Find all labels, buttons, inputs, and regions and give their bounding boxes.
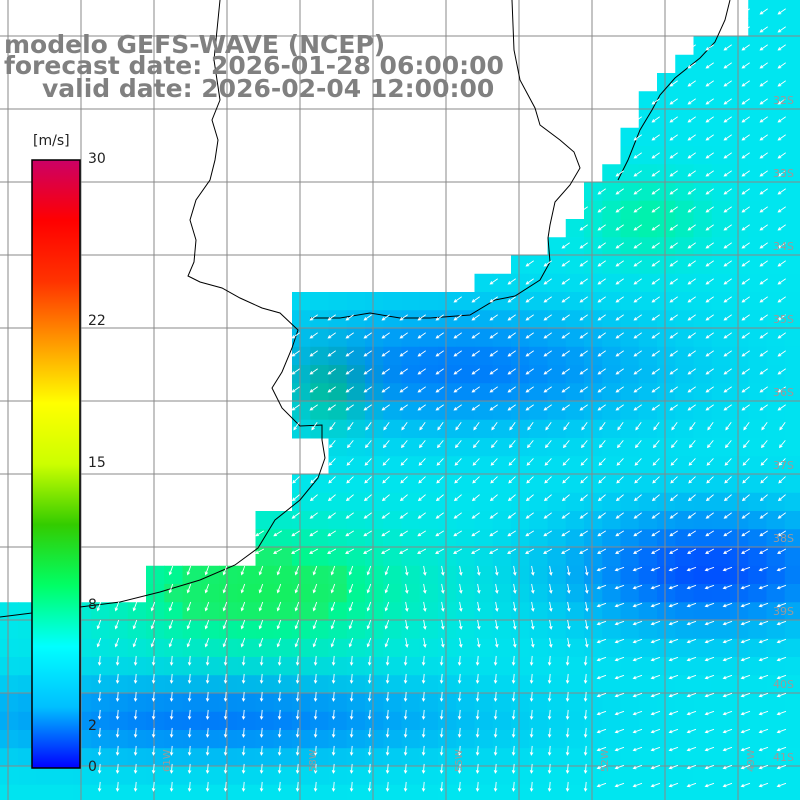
forecast-date: forecast date: 2026-01-28 06:00:00	[4, 51, 504, 80]
longitude-label: 61W	[162, 749, 173, 772]
latitude-label: 37S	[773, 459, 794, 472]
colorbar-tick-label: 15	[88, 455, 106, 471]
colorbar-tick-label: 2	[88, 718, 97, 735]
latitude-label: 39S	[773, 605, 794, 618]
longitude-label: 55W	[454, 749, 465, 772]
colorbar-tick-label: 0	[88, 759, 97, 775]
valid-date: valid date: 2026-02-04 12:00:00	[42, 74, 495, 103]
colorbar-tick-label: 22	[88, 313, 106, 330]
longitude-label: 58W	[308, 749, 319, 772]
longitude-label: 49W	[746, 749, 757, 772]
colorbar-unit: [m/s]	[33, 133, 70, 149]
latitude-label: 41S	[773, 751, 794, 764]
colorbar	[31, 159, 81, 769]
wind-direction-arrows	[96, 8, 787, 792]
latitude-label: 32S	[773, 94, 794, 107]
latitude-label: 33S	[773, 167, 794, 180]
latitude-label: 36S	[773, 386, 794, 399]
colorbar-tick-label: 30	[88, 151, 106, 167]
colorbar-tick-label: 8	[88, 596, 97, 613]
model-title: modelo GEFS-WAVE (NCEP)	[4, 30, 386, 59]
latitude-label: 34S	[773, 240, 794, 253]
longitude-label: 52W	[600, 749, 611, 772]
latitude-label: 40S	[773, 678, 794, 691]
latitude-label: 38S	[773, 532, 794, 545]
coastline	[0, 0, 731, 618]
latitude-label: 35S	[773, 313, 794, 326]
